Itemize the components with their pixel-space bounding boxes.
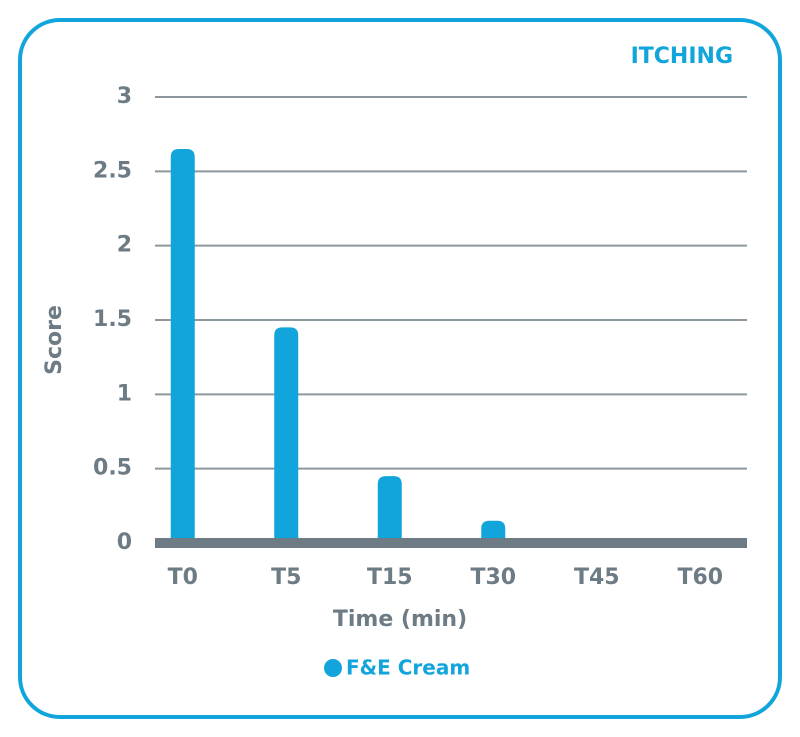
y-tick-label: 2 <box>117 233 132 258</box>
bar <box>481 520 506 543</box>
x-tick-label: T15 <box>367 565 413 590</box>
x-tick-label: T60 <box>677 565 723 590</box>
y-axis-label: Score <box>42 305 67 375</box>
frame <box>18 18 782 719</box>
x-tick-label: T30 <box>470 565 516 590</box>
y-tick-label: 1.5 <box>93 307 132 332</box>
x-tick-label: T45 <box>574 565 620 590</box>
chart-title: ITCHING <box>631 44 733 69</box>
y-tick-label: 0.5 <box>93 456 132 481</box>
bar <box>170 149 195 544</box>
y-tick-label: 1 <box>117 381 132 406</box>
legend-label: F&E Cream <box>346 656 470 680</box>
y-tick-label: 2.5 <box>93 158 132 183</box>
x-tick-label: T0 <box>168 565 198 590</box>
legend-marker <box>324 659 342 677</box>
x-axis-label: Time (min) <box>333 607 467 632</box>
bar <box>274 327 299 543</box>
grid <box>155 96 747 470</box>
x-tick-label: T5 <box>271 565 301 590</box>
y-tick-label: 0 <box>117 530 132 555</box>
y-tick-label: 3 <box>117 84 132 109</box>
legend: F&E Cream <box>324 656 470 680</box>
bar <box>377 476 402 543</box>
